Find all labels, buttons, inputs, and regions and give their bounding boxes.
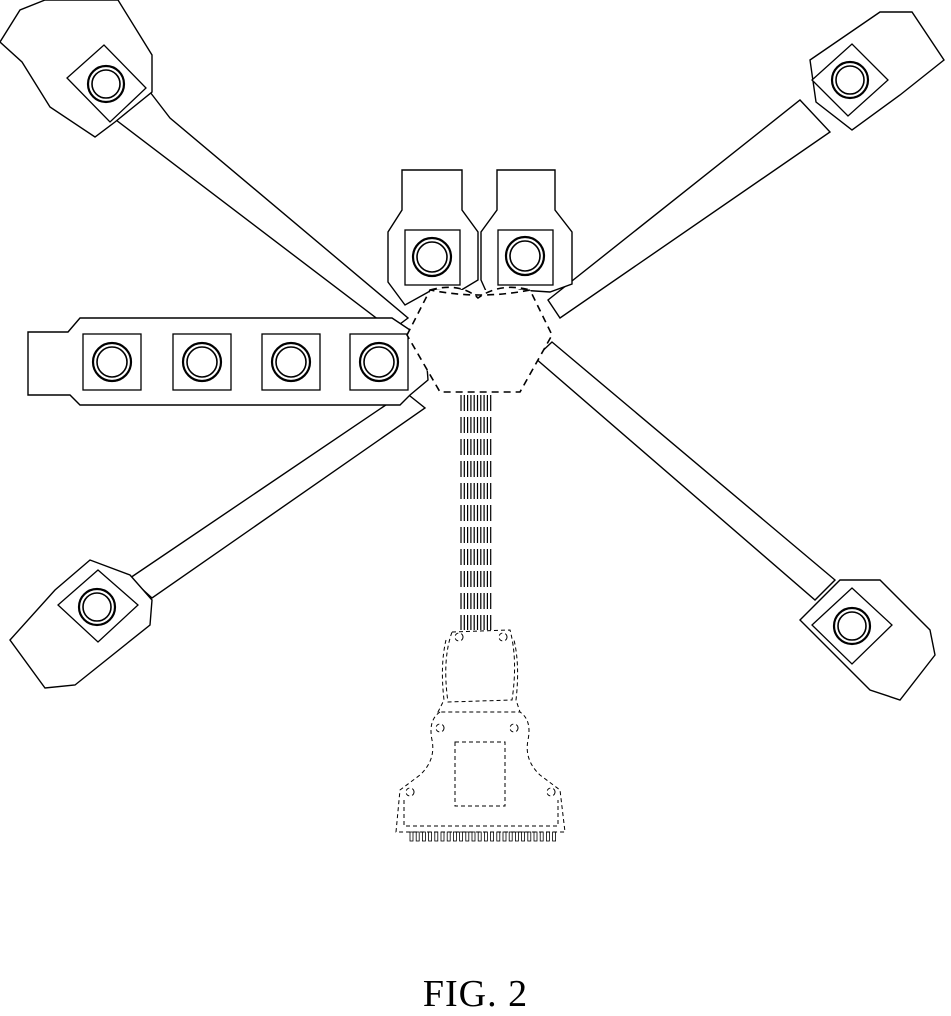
connector-pin (460, 832, 463, 841)
connector-pin (534, 832, 537, 841)
central-hub (407, 287, 552, 392)
connector-pin (540, 832, 543, 841)
upper-left-arm (0, 0, 408, 330)
connector-pin (509, 832, 512, 841)
connector-pin (441, 832, 444, 841)
connector-pin (522, 832, 525, 841)
connector-pin (466, 832, 469, 841)
connector-pin (553, 832, 556, 841)
lower-left-arm (10, 392, 425, 688)
figure-caption: FIG. 2 (0, 972, 951, 1016)
connector-pin (447, 832, 450, 841)
connector-pin (472, 832, 475, 841)
lower-right-arm (535, 342, 935, 700)
connector-pin (515, 832, 518, 841)
connector-pin (435, 832, 438, 841)
patent-drawing (0, 0, 951, 960)
center-left-tab (388, 170, 478, 305)
connector-pin (429, 832, 432, 841)
cable-bundle (461, 395, 491, 630)
connector (396, 630, 565, 841)
upper-right-arm (548, 12, 944, 318)
center-right-tab (481, 170, 572, 300)
connector-pin (416, 832, 419, 841)
connector-pin (491, 832, 494, 841)
connector-pin (528, 832, 531, 841)
connector-pin (410, 832, 413, 841)
connector-pin (497, 832, 500, 841)
connector-pin (503, 832, 506, 841)
horizontal-strip (28, 318, 428, 405)
connector-pin (478, 832, 481, 841)
connector-pin (422, 832, 425, 841)
connector-pin (546, 832, 549, 841)
connector-pin (453, 832, 456, 841)
connector-pin (484, 832, 487, 841)
